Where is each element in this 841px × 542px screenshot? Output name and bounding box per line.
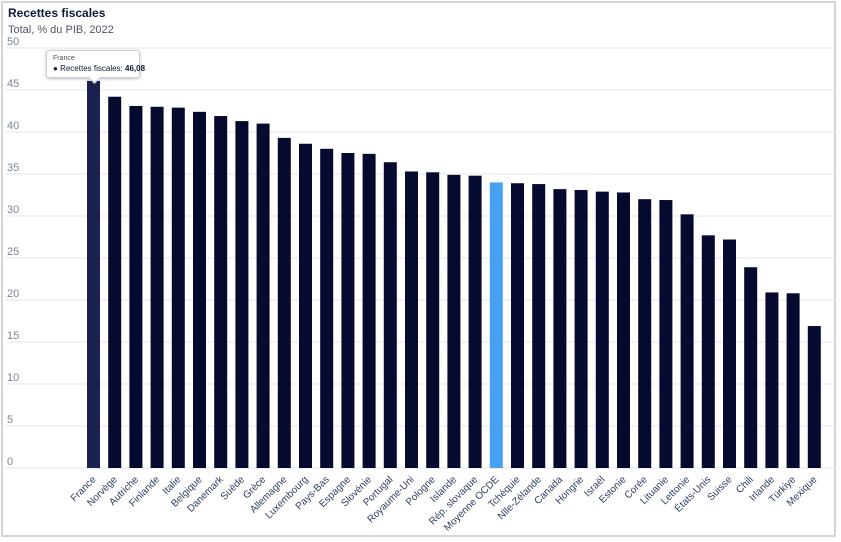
bar [489,182,503,468]
bar [277,137,291,468]
bar [405,171,418,469]
y-tick-label: 20 [7,288,19,300]
bar [129,105,143,469]
bar [108,96,122,468]
bar [765,292,779,468]
x-tick-label: Suisse [706,474,735,503]
bar [617,192,630,469]
bar [574,189,588,468]
x-tick-label: Suède [219,474,248,503]
y-tick-label: 45 [7,78,19,90]
tooltip-bullet: ● [53,64,58,73]
y-tick-label: 50 [7,36,19,48]
bar [362,153,376,468]
bar [786,293,800,468]
tooltip-country: France [53,55,75,62]
y-tick-label: 10 [7,372,19,384]
bar [553,189,567,468]
bar [723,239,736,468]
y-tick-label: 40 [7,120,19,132]
bar [214,116,228,468]
chart-tooltip: France ● Recettes fiscales: 46,08 [46,50,145,84]
bar [659,200,673,469]
y-tick-label: 25 [7,246,19,258]
bar [447,174,461,468]
bar [744,267,758,468]
bar [383,162,397,469]
y-tick-label: 15 [7,330,19,342]
bar [468,175,482,468]
chart-subtitle: Total, % du PIB, 2022 [8,24,114,36]
bar [256,123,270,468]
bar [426,172,440,468]
y-tick-label: 5 [7,414,13,426]
bar [87,80,100,468]
bar [638,199,652,468]
tooltip-series-label: Recettes fiscales: [60,64,123,73]
bar [150,106,164,469]
chart-title: Recettes fiscales [8,6,106,20]
bar [595,191,609,468]
bar [341,153,355,468]
tooltip-line: ● Recettes fiscales: 46,08 [53,63,145,74]
bar [807,326,821,468]
bar [680,214,694,468]
tooltip-value: 46,08 [125,64,146,73]
bar [511,183,524,469]
y-tick-label: 30 [7,204,19,216]
bar [193,111,206,468]
y-tick-label: 35 [7,162,19,174]
bar [701,235,715,468]
bar [532,184,546,468]
y-tick-label: 0 [7,456,13,468]
bar [171,107,185,468]
bar [320,148,334,469]
bar [299,143,312,468]
bar [235,121,249,468]
